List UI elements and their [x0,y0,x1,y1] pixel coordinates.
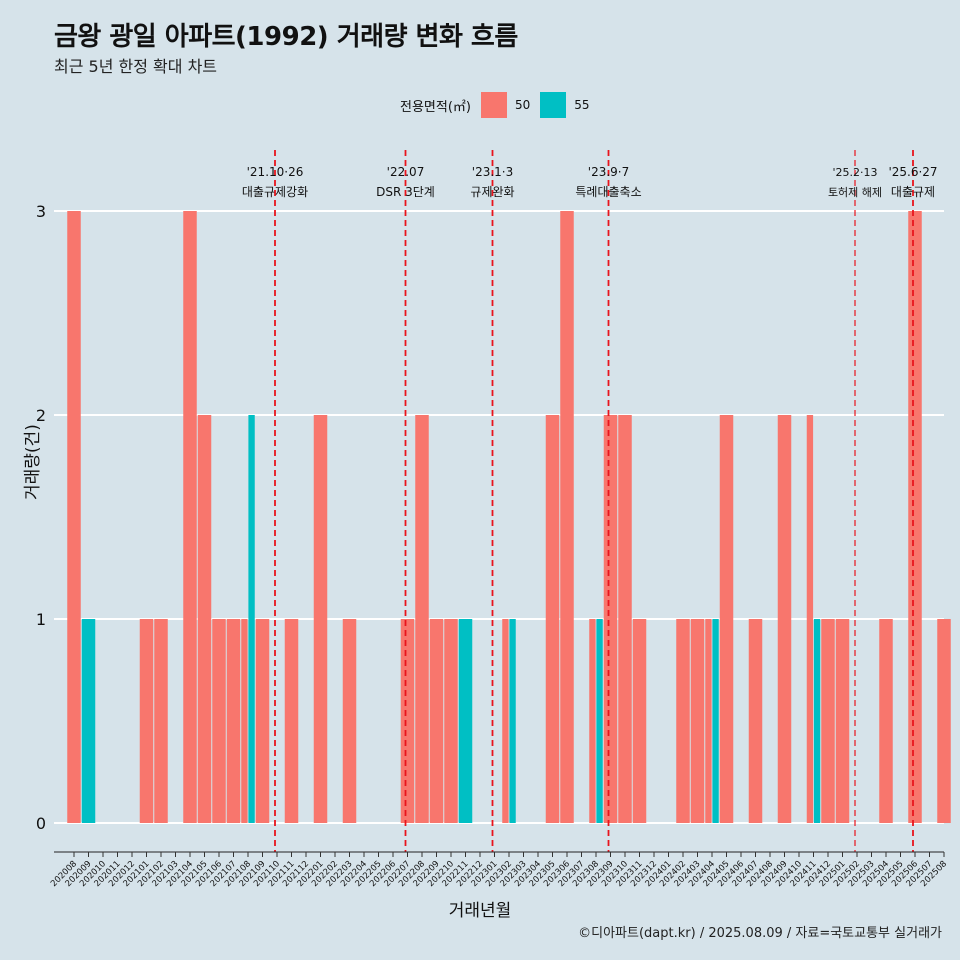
bar-50-202207 [400,619,415,823]
bar-50-202302 [502,619,509,823]
bar-50-202109 [255,619,270,823]
bar-50-202402 [676,619,690,823]
bar-50-202405 [719,415,734,823]
bar-50-202209 [429,619,444,823]
annotation-date: '23.1·3 [472,165,513,179]
bar-50-202111 [284,619,299,823]
legend-swatch-55 [540,92,567,118]
bar-50-202506 [908,211,922,823]
annotation-label: 대출규제강화 [242,185,308,199]
bar-50-202403 [690,619,705,823]
annotation-date: '23.9·7 [588,165,629,179]
legend: 전용면적(㎡) 50 55 [400,92,600,118]
bar-55-202108 [248,415,255,823]
bar-50-202105 [197,415,212,823]
bar-50-202309 [603,415,618,823]
bar-50-202008 [67,211,81,823]
annotation-date: '25.6·27 [888,165,937,179]
annotation-label: DSR 3단계 [376,185,435,199]
y-tick-label: 1 [36,610,46,629]
bar-55-202302 [509,619,516,823]
chart-subtitle: 최근 5년 한정 확대 차트 [54,57,218,76]
bar-50-202508 [937,619,951,823]
annotation-label: 특례대출축소 [575,185,641,199]
bar-50-202208 [415,415,429,823]
bar-50-202108 [241,619,248,823]
bar-50-202409 [777,415,792,823]
legend-label-55: 55 [574,98,590,112]
legend-item-50: 50 [480,92,531,118]
bar-55-202411 [813,619,821,823]
legend-swatch-50 [480,92,507,118]
bar-50-202310 [618,415,632,823]
bar-50-202102 [154,619,168,823]
y-tick-label: 2 [36,406,46,425]
bar-50-202210 [444,619,458,823]
y-axis-label: 거래량(건) [23,424,43,500]
bar-50-202308 [589,619,596,823]
bar-50-202203 [342,619,357,823]
bar-50-202311 [632,619,647,823]
source-caption: ©디아파트(dapt.kr) / 2025.08.09 / 자료=국토교통부 실… [578,926,942,941]
bar-50-202106 [212,619,226,823]
bar-55-202009 [81,619,96,823]
annotation-date: '22.07 [387,165,425,179]
bar-50-202201 [313,415,328,823]
bar-50-202104 [183,211,197,823]
bar-50-202411 [806,415,814,823]
y-tick-label: 0 [36,814,46,833]
annotation-date: '25.2·13 [832,166,877,179]
legend-label-50: 50 [514,98,531,112]
y-tick-label: 3 [36,202,46,221]
bar-50-202412 [821,619,835,823]
bar-50-202501 [835,619,850,823]
bar-55-202404 [712,619,719,823]
bar-50-202107 [226,619,241,823]
legend-title: 전용면적(㎡) [400,99,471,115]
bar-50-202305 [545,415,560,823]
bar-50-202306 [560,211,574,823]
annotation-label: 규제완화 [470,185,514,199]
annotation-label: 대출규제 [891,185,935,199]
bar-50-202407 [748,619,763,823]
chart-title: 금왕 광일 아파트(1992) 거래량 변화 흐름 [54,22,518,52]
bar-50-202404 [705,619,712,823]
legend-item-55: 55 [540,92,590,118]
annotation-date: '21.10·26 [247,165,304,179]
annotation-label: 토허제 해제 [828,185,882,199]
bar-50-202101 [139,619,154,823]
bar-50-202504 [879,619,893,823]
bar-55-202211 [458,619,473,823]
x-axis-label: 거래년월 [448,901,512,921]
bar-55-202308 [596,619,603,823]
